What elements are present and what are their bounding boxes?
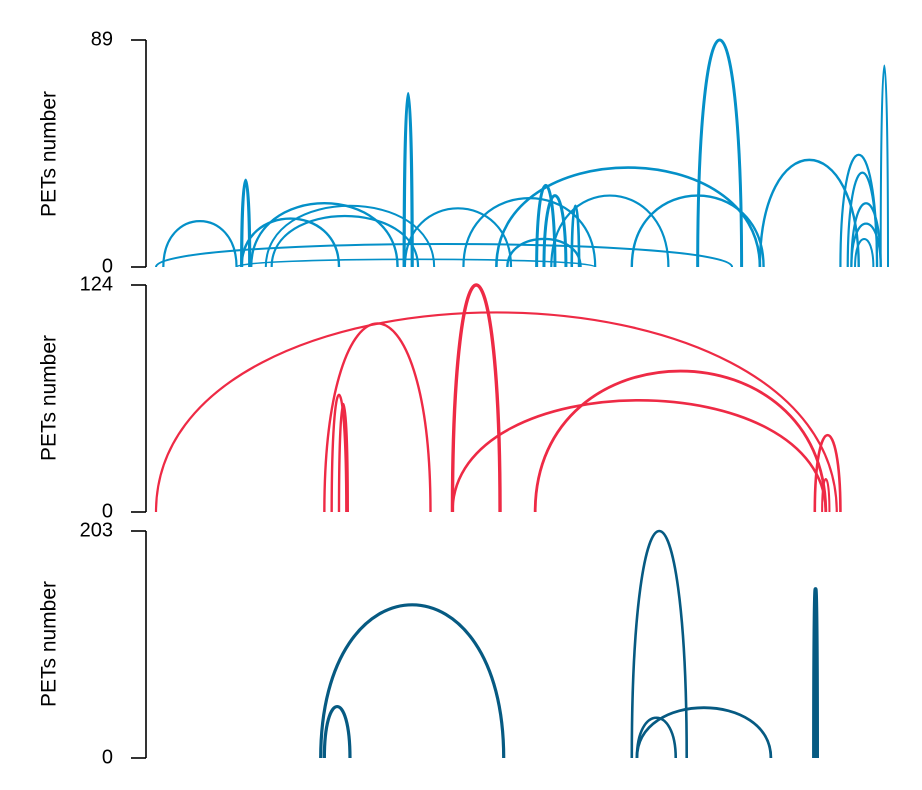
interaction-arc: [402, 91, 414, 268]
arc-series: [155, 38, 889, 268]
y-tick-label-zero: 0: [102, 746, 113, 768]
y-axis-label: PETs number: [38, 581, 61, 707]
interaction-arc: [249, 202, 399, 268]
interaction-arc: [854, 237, 875, 268]
interaction-arc: [570, 204, 581, 268]
interaction-arc: [451, 399, 828, 513]
y-axis-label: PETs number: [38, 335, 61, 461]
interaction-arc: [758, 158, 860, 268]
interaction-arc: [850, 222, 882, 268]
interaction-arc: [696, 38, 744, 268]
panel-bottom: 203 0 PETs number: [38, 519, 819, 768]
interaction-arc: [323, 322, 432, 513]
y-tick-label-zero: 0: [102, 255, 113, 277]
interaction-arc: [813, 433, 842, 513]
interaction-arc: [812, 587, 819, 759]
y-axis-label: PETs number: [38, 91, 61, 217]
interaction-arc: [403, 207, 513, 268]
interaction-arc: [337, 402, 349, 513]
y-tick-label-zero: 0: [102, 500, 113, 522]
y-tick-label-max: 89: [91, 28, 113, 50]
arc-series: [319, 529, 819, 759]
y-tick-label-max: 203: [80, 519, 113, 541]
interaction-arc: [850, 202, 882, 268]
interaction-arc: [319, 603, 506, 759]
arc-series: [154, 283, 842, 513]
interaction-arc: [154, 311, 838, 513]
interaction-arc: [162, 219, 238, 268]
panel-top: 89 0 PETs number: [38, 28, 889, 277]
interaction-arc: [821, 478, 831, 513]
interaction-arc: [630, 529, 688, 759]
interaction-arc: [450, 283, 502, 513]
panel-middle: 124 0 PETs number: [38, 273, 842, 522]
y-tick-label-max: 124: [80, 273, 113, 295]
interaction-arc: [879, 64, 889, 268]
interaction-arc: [542, 194, 568, 268]
interaction-arc: [846, 171, 879, 268]
interaction-arc: [264, 204, 436, 268]
interaction-arc: [635, 706, 773, 759]
interaction-arc: [330, 393, 348, 513]
interaction-arc: [235, 258, 596, 268]
interaction-arc: [155, 243, 734, 268]
interaction-arc: [533, 369, 828, 513]
interaction-arc: [240, 178, 252, 268]
interaction-arc: [495, 166, 762, 268]
interaction-arc: [550, 194, 670, 268]
interaction-arc: [535, 183, 557, 268]
interaction-arc: [322, 705, 352, 759]
